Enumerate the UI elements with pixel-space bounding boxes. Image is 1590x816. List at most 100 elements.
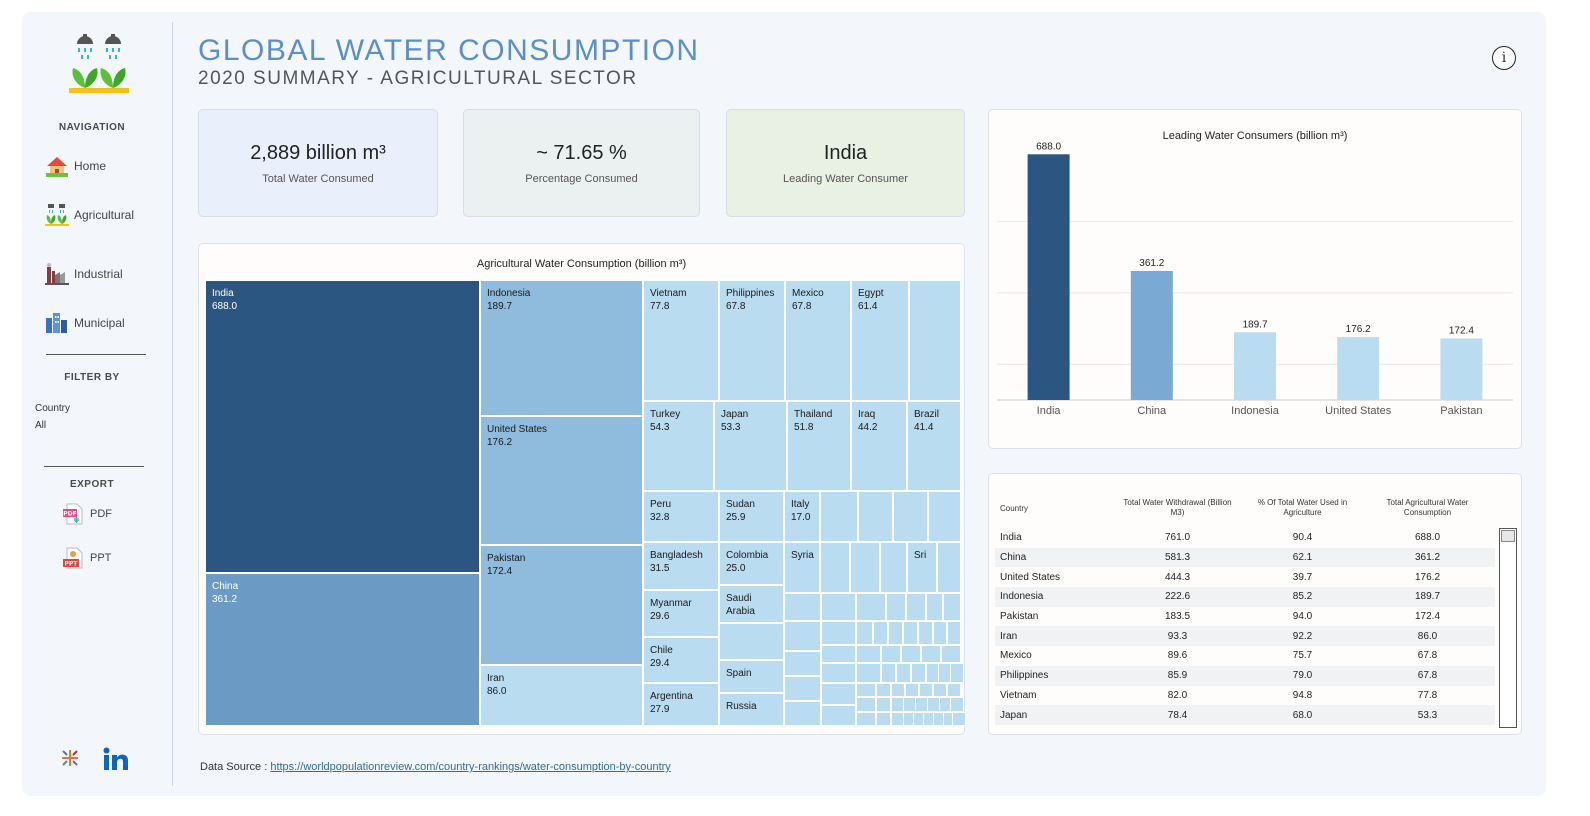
nav-item-agricultural[interactable]: Agricultural bbox=[44, 201, 134, 229]
treemap-cell-other[interactable] bbox=[821, 705, 856, 726]
treemap-cell-turkey[interactable]: Turkey 54.3 bbox=[643, 401, 714, 491]
export-ppt-button[interactable]: PPT PPT bbox=[62, 546, 111, 570]
treemap-cell-other[interactable] bbox=[821, 621, 856, 645]
treemap-cell-other[interactable] bbox=[891, 683, 905, 697]
treemap-cell-mexico[interactable]: Mexico 67.8 bbox=[785, 280, 851, 401]
treemap-cell-other[interactable] bbox=[784, 593, 821, 621]
treemap-cell-other[interactable] bbox=[921, 645, 941, 663]
table-header-cell[interactable]: % Of Total Water Used in Agriculture bbox=[1257, 498, 1348, 517]
treemap-cell-other[interactable] bbox=[876, 697, 891, 712]
treemap-cell-russia[interactable]: Russia bbox=[719, 693, 784, 726]
tableau-logo-icon[interactable] bbox=[58, 746, 82, 770]
treemap-cell-other[interactable] bbox=[856, 683, 876, 697]
treemap-cell-brazil[interactable]: Brazil 41.4 bbox=[907, 401, 961, 491]
treemap-cell-thailand[interactable]: Thailand 51.8 bbox=[787, 401, 851, 491]
treemap-cell-other[interactable] bbox=[820, 491, 858, 542]
treemap-cell-iran[interactable]: Iran 86.0 bbox=[480, 665, 643, 726]
info-button[interactable]: i bbox=[1492, 46, 1516, 70]
treemap-cell-other[interactable] bbox=[896, 663, 911, 683]
treemap-cell-other[interactable] bbox=[876, 712, 891, 726]
treemap-cell-other[interactable] bbox=[876, 683, 891, 697]
treemap-cell-china[interactable]: China 361.2 bbox=[205, 573, 480, 726]
treemap-cell-other[interactable] bbox=[858, 491, 893, 542]
bar-pakistan[interactable] bbox=[1440, 338, 1483, 400]
treemap-cell-other[interactable] bbox=[937, 542, 961, 593]
treemap-cell-myanmar[interactable]: Myanmar 29.6 bbox=[643, 590, 719, 637]
nav-item-municipal[interactable]: Municipal bbox=[44, 309, 125, 337]
treemap-cell-other[interactable] bbox=[909, 280, 961, 401]
treemap-cell-other[interactable] bbox=[850, 542, 880, 593]
treemap-cell-other[interactable] bbox=[886, 593, 906, 621]
treemap-cell-sri[interactable]: Sri bbox=[907, 542, 937, 593]
table-row[interactable]: Philippines 85.9 79.0 67.8 bbox=[995, 665, 1495, 686]
table-row[interactable]: Mexico 89.6 75.7 67.8 bbox=[995, 646, 1495, 666]
bar-united-states[interactable] bbox=[1337, 337, 1380, 400]
treemap-cell-other[interactable] bbox=[784, 676, 821, 701]
treemap-cell-other[interactable] bbox=[905, 683, 919, 697]
treemap-cell-other[interactable] bbox=[911, 663, 926, 683]
treemap-cell-other[interactable] bbox=[881, 645, 901, 663]
treemap-cell-saudi-arabia[interactable]: Saudi Arabia bbox=[719, 585, 784, 623]
treemap-cell-philippines[interactable]: Philippines 67.8 bbox=[719, 280, 785, 401]
treemap-cell-other[interactable] bbox=[943, 593, 961, 621]
treemap-cell-other[interactable] bbox=[719, 623, 784, 660]
treemap-cell-other[interactable] bbox=[856, 621, 873, 645]
treemap-cell-other[interactable] bbox=[881, 663, 896, 683]
treemap-cell-syria[interactable]: Syria bbox=[784, 542, 820, 593]
bar-china[interactable] bbox=[1130, 271, 1173, 400]
treemap-cell-other[interactable] bbox=[821, 663, 856, 683]
treemap-cell-japan[interactable]: Japan 53.3 bbox=[714, 401, 787, 491]
table-row[interactable]: Vietnam 82.0 94.8 77.8 bbox=[995, 686, 1495, 706]
table-row[interactable]: Pakistan 183.5 94.0 172.4 bbox=[995, 607, 1495, 627]
treemap-cell-india[interactable]: India 688.0 bbox=[205, 280, 480, 573]
table-row[interactable]: India 761.0 90.4 688.0 bbox=[995, 528, 1495, 548]
treemap-cell-other[interactable] bbox=[856, 697, 876, 712]
filter-country-value[interactable]: All bbox=[35, 420, 47, 431]
treemap-cell-other[interactable] bbox=[893, 491, 928, 542]
treemap-cell-other[interactable] bbox=[906, 593, 926, 621]
treemap-cell-other[interactable] bbox=[820, 542, 850, 593]
bar-indonesia[interactable] bbox=[1234, 332, 1276, 400]
treemap-cell-other[interactable] bbox=[784, 621, 821, 651]
data-source-link[interactable]: https://worldpopulationreview.com/countr… bbox=[270, 761, 671, 773]
treemap-cell-vietnam[interactable]: Vietnam 77.8 bbox=[643, 280, 719, 401]
treemap-cell-other[interactable] bbox=[901, 645, 921, 663]
treemap-cell-pakistan[interactable]: Pakistan 172.4 bbox=[480, 545, 643, 665]
treemap-cell-other[interactable] bbox=[856, 663, 881, 683]
treemap-cell-peru[interactable]: Peru 32.8 bbox=[643, 491, 719, 542]
treemap-cell-other[interactable] bbox=[784, 651, 821, 676]
treemap-cell-other[interactable] bbox=[941, 645, 961, 663]
treemap-cell-other[interactable] bbox=[933, 683, 947, 697]
table-row[interactable]: Iran 93.3 92.2 86.0 bbox=[995, 626, 1495, 647]
table-row[interactable]: United States 444.3 39.7 176.2 bbox=[995, 567, 1495, 587]
treemap-cell-argentina[interactable]: Argentina 27.9 bbox=[643, 683, 719, 726]
treemap-cell-indonesia[interactable]: Indonesia 189.7 bbox=[480, 280, 643, 416]
treemap-cell-other[interactable] bbox=[856, 593, 886, 621]
treemap-cell-other[interactable] bbox=[856, 645, 881, 663]
treemap-cell-other[interactable] bbox=[880, 542, 907, 593]
bar-india[interactable] bbox=[1027, 154, 1070, 400]
table-row[interactable]: Indonesia 222.6 85.2 189.7 bbox=[995, 587, 1495, 607]
treemap-cell-other[interactable] bbox=[928, 491, 961, 542]
treemap-cell-egypt[interactable]: Egypt 61.4 bbox=[851, 280, 909, 401]
treemap-cell-other[interactable] bbox=[919, 683, 933, 697]
table-scrollbar[interactable] bbox=[1499, 528, 1517, 728]
scrollbar-thumb[interactable] bbox=[1501, 530, 1515, 542]
treemap-cell-other[interactable] bbox=[947, 683, 961, 697]
treemap-cell-other[interactable] bbox=[821, 645, 856, 663]
table-header-cell[interactable]: Total Agricultural Water Consumption bbox=[1386, 498, 1469, 517]
treemap-cell-iraq[interactable]: Iraq 44.2 bbox=[851, 401, 907, 491]
treemap-cell-other[interactable] bbox=[856, 712, 876, 726]
treemap-cell-other[interactable] bbox=[926, 593, 943, 621]
treemap-cell-other[interactable] bbox=[950, 697, 964, 712]
treemap-cell-spain[interactable]: Spain bbox=[719, 660, 784, 693]
treemap-cell-other[interactable] bbox=[821, 593, 856, 621]
treemap-cell-united-states[interactable]: United States 176.2 bbox=[480, 416, 643, 545]
export-pdf-button[interactable]: PDF PDF bbox=[62, 502, 112, 526]
treemap-cell-sudan[interactable]: Sudan 25.9 bbox=[719, 491, 784, 542]
nav-item-home[interactable]: Home bbox=[44, 152, 106, 180]
treemap-cell-other[interactable] bbox=[784, 701, 821, 726]
treemap-cell-other[interactable] bbox=[903, 621, 918, 645]
treemap-cell-colombia[interactable]: Colombia 25.0 bbox=[719, 542, 784, 585]
table-row[interactable]: China 581.3 62.1 361.2 bbox=[995, 547, 1495, 568]
